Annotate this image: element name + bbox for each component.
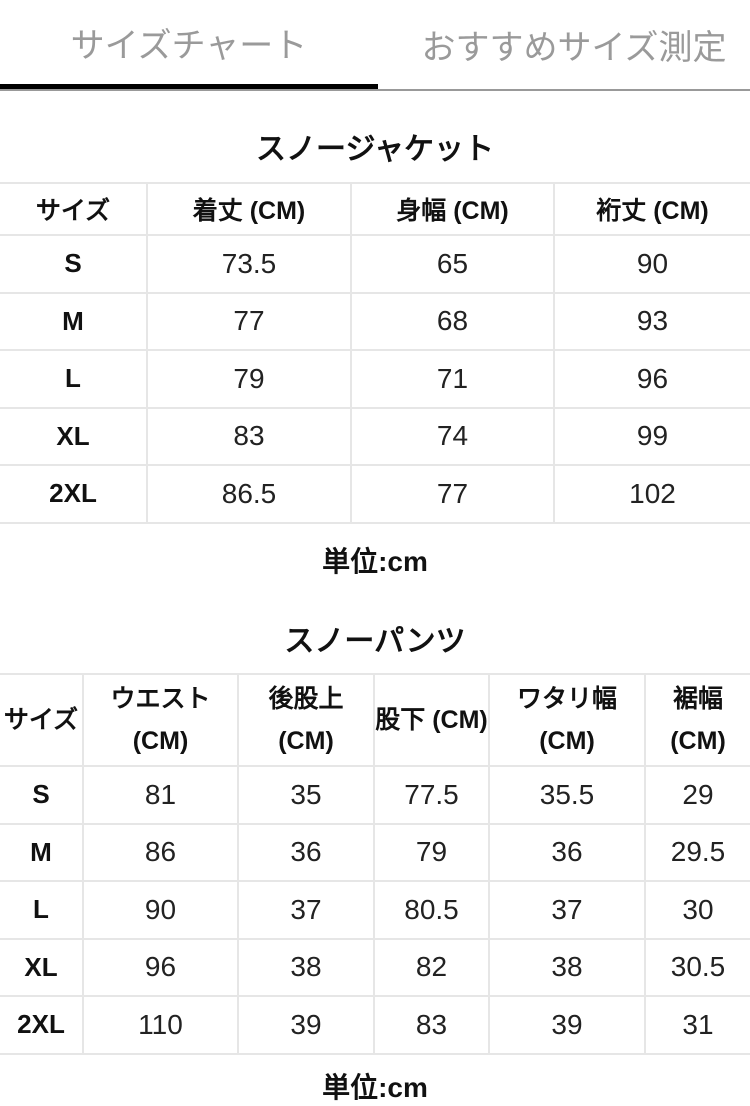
table-row: M 77 68 93 bbox=[0, 291, 750, 351]
size-cell: L bbox=[0, 349, 148, 409]
column-header: 裾幅 (CM) bbox=[644, 673, 750, 767]
column-header: サイズ bbox=[0, 673, 84, 767]
value-cell: 99 bbox=[553, 406, 750, 466]
table-row: S 81 35 77.5 35.5 29 bbox=[0, 765, 750, 825]
size-cell: 2XL bbox=[0, 995, 84, 1055]
value-cell: 37 bbox=[237, 880, 375, 940]
value-cell: 36 bbox=[488, 822, 646, 882]
size-cell: M bbox=[0, 822, 84, 882]
value-cell: 74 bbox=[350, 406, 555, 466]
value-cell: 90 bbox=[553, 234, 750, 294]
column-header: 着丈 (CM) bbox=[146, 182, 352, 236]
value-cell: 71 bbox=[350, 349, 555, 409]
pants-size-table: サイズ ウエスト (CM) 後股上 (CM) 股下 (CM) ワタリ幅 (CM) 裾幅 (… bbox=[0, 673, 750, 1055]
size-cell: S bbox=[0, 765, 84, 825]
value-cell: 83 bbox=[373, 995, 490, 1055]
column-header: サイズ bbox=[0, 182, 148, 236]
value-cell: 30 bbox=[644, 880, 750, 940]
value-cell: 82 bbox=[373, 937, 490, 997]
value-cell: 37 bbox=[488, 880, 646, 940]
value-cell: 36 bbox=[237, 822, 375, 882]
value-cell: 73.5 bbox=[146, 234, 352, 294]
value-cell: 102 bbox=[553, 464, 750, 524]
value-cell: 90 bbox=[82, 880, 239, 940]
size-cell: XL bbox=[0, 937, 84, 997]
value-cell: 80.5 bbox=[373, 880, 490, 940]
value-cell: 29 bbox=[644, 765, 750, 825]
value-cell: 31 bbox=[644, 995, 750, 1055]
value-cell: 77.5 bbox=[373, 765, 490, 825]
value-cell: 79 bbox=[373, 822, 490, 882]
header-row: サイズ 着丈 (CM) 身幅 (CM) 裄丈 (CM) bbox=[0, 182, 750, 236]
value-cell: 35 bbox=[237, 765, 375, 825]
value-cell: 96 bbox=[553, 349, 750, 409]
table-row: XL 96 38 82 38 30.5 bbox=[0, 937, 750, 997]
size-cell: S bbox=[0, 234, 148, 294]
tab-recommended-size[interactable]: おすすめサイズ測定 bbox=[421, 29, 727, 67]
column-header: ワタリ幅 (CM) bbox=[488, 673, 646, 767]
column-header: 裄丈 (CM) bbox=[553, 182, 750, 236]
table-row: XL 83 74 99 bbox=[0, 406, 750, 466]
value-cell: 77 bbox=[146, 291, 352, 351]
pants-unit-note: 単位:cm bbox=[322, 1072, 428, 1103]
value-cell: 65 bbox=[350, 234, 555, 294]
value-cell: 110 bbox=[82, 995, 239, 1055]
size-cell: L bbox=[0, 880, 84, 940]
pants-title: スノーパンツ bbox=[284, 625, 466, 658]
value-cell: 77 bbox=[350, 464, 555, 524]
jacket-size-table: サイズ 着丈 (CM) 身幅 (CM) 裄丈 (CM) S 73.5 65 90 M 77 68 93… bbox=[0, 182, 750, 524]
table-row: L 90 37 80.5 37 30 bbox=[0, 880, 750, 940]
value-cell: 81 bbox=[82, 765, 239, 825]
value-cell: 86 bbox=[82, 822, 239, 882]
column-header: ウエスト (CM) bbox=[82, 673, 239, 767]
size-cell: XL bbox=[0, 406, 148, 466]
value-cell: 38 bbox=[488, 937, 646, 997]
size-cell: 2XL bbox=[0, 464, 148, 524]
table-row: M 86 36 79 36 29.5 bbox=[0, 822, 750, 882]
value-cell: 83 bbox=[146, 406, 352, 466]
table-row: S 73.5 65 90 bbox=[0, 234, 750, 294]
value-cell: 39 bbox=[237, 995, 375, 1055]
column-header: 後股上 (CM) bbox=[237, 673, 375, 767]
value-cell: 86.5 bbox=[146, 464, 352, 524]
value-cell: 96 bbox=[82, 937, 239, 997]
table-row: 2XL 86.5 77 102 bbox=[0, 464, 750, 524]
value-cell: 30.5 bbox=[644, 937, 750, 997]
column-header: 股下 (CM) bbox=[373, 673, 490, 767]
tab-bar: サイズチャート おすすめサイズ測定 bbox=[0, 0, 750, 91]
table-row: L 79 71 96 bbox=[0, 349, 750, 409]
size-cell: M bbox=[0, 291, 148, 351]
value-cell: 35.5 bbox=[488, 765, 646, 825]
table-row: 2XL 110 39 83 39 31 bbox=[0, 995, 750, 1055]
column-header: 身幅 (CM) bbox=[350, 182, 555, 236]
value-cell: 93 bbox=[553, 291, 750, 351]
value-cell: 79 bbox=[146, 349, 352, 409]
tab-size-chart[interactable]: サイズチャート bbox=[0, 0, 378, 89]
header-row: サイズ ウエスト (CM) 後股上 (CM) 股下 (CM) ワタリ幅 (CM) 裾幅 (… bbox=[0, 673, 750, 767]
jacket-unit-note: 単位:cm bbox=[322, 546, 428, 577]
value-cell: 29.5 bbox=[644, 822, 750, 882]
value-cell: 68 bbox=[350, 291, 555, 351]
jacket-title: スノージャケット bbox=[256, 133, 494, 166]
value-cell: 38 bbox=[237, 937, 375, 997]
value-cell: 39 bbox=[488, 995, 646, 1055]
